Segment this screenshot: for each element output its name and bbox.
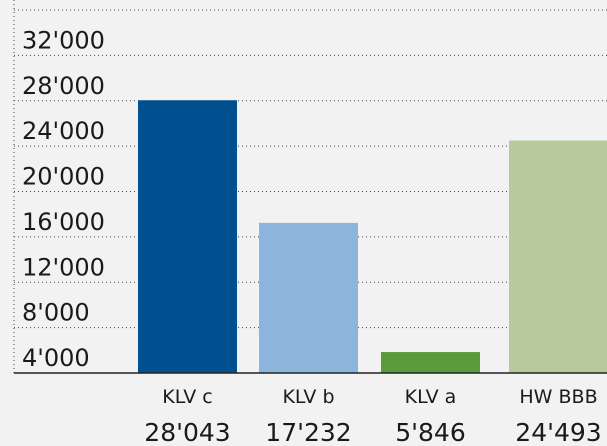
y-tick-label: 8'000 <box>22 299 90 327</box>
y-tick-label: 4'000 <box>22 344 90 372</box>
value-label: 17'232 <box>265 418 351 446</box>
y-tick-label: 16'000 <box>22 208 105 236</box>
x-tick-label: KLV b <box>282 386 334 408</box>
y-tick-label: 24'000 <box>22 117 105 145</box>
value-label: 5'846 <box>395 418 466 446</box>
y-tick-label: 28'000 <box>22 72 105 100</box>
y-tick-label: 20'000 <box>22 163 105 191</box>
y-tick-label: 32'000 <box>22 26 105 54</box>
y-tick-label: 12'000 <box>22 253 105 281</box>
value-label: 24'493 <box>515 418 601 446</box>
bar <box>509 140 607 373</box>
bar <box>381 352 480 373</box>
x-tick-label: KLV c <box>162 386 212 408</box>
x-tick-label: KLV a <box>405 386 457 408</box>
bar <box>138 100 237 374</box>
x-tick-label: HW BBB <box>519 386 597 408</box>
bar <box>259 222 358 373</box>
value-label: 28'043 <box>144 418 230 446</box>
